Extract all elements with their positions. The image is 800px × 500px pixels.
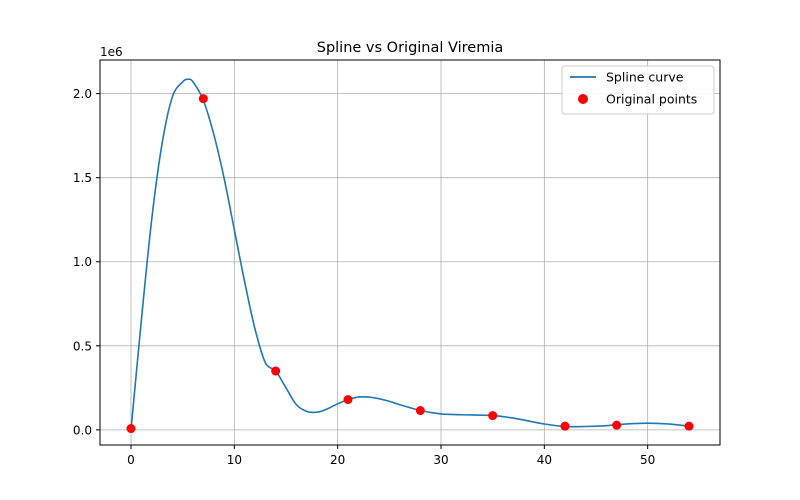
legend-swatch-original-points [578,94,588,104]
y-offset-label: 1e6 [100,45,123,59]
x-tick-label: 20 [330,453,345,467]
data-point-original [198,94,208,104]
plot-series [126,78,694,434]
data-point-original [343,395,353,405]
data-point-original [415,406,425,416]
chart-title: Spline vs Original Viremia [317,40,504,56]
x-tick-label: 10 [227,453,242,467]
data-point-original [560,421,570,431]
series-line-spline-curve [130,78,690,430]
y-tick-label: 1.5 [73,171,92,185]
legend-box [561,65,715,115]
data-point-original [271,366,281,376]
data-point-original [488,411,498,421]
legend: Spline curve Original points [561,65,715,115]
plot-frame [99,59,721,446]
data-point-original [126,424,136,434]
x-tick-label: 40 [537,453,552,467]
y-tick-label: 2.0 [73,87,92,101]
legend-label-spline-curve: Spline curve [606,70,684,85]
y-tick-label: 0.0 [73,423,92,437]
legend-label-original-points: Original points [606,92,697,107]
axis-ticks: 0 10 20 30 40 50 0.0 0.5 1.0 1.5 2.0 [73,87,655,467]
data-point-original [684,421,694,431]
x-tick-label: 30 [433,453,448,467]
y-tick-label: 0.5 [73,339,92,353]
x-tick-label: 50 [640,453,655,467]
y-tick-label: 1.0 [73,255,92,269]
x-tick-label: 0 [127,453,135,467]
data-point-original [612,420,622,430]
